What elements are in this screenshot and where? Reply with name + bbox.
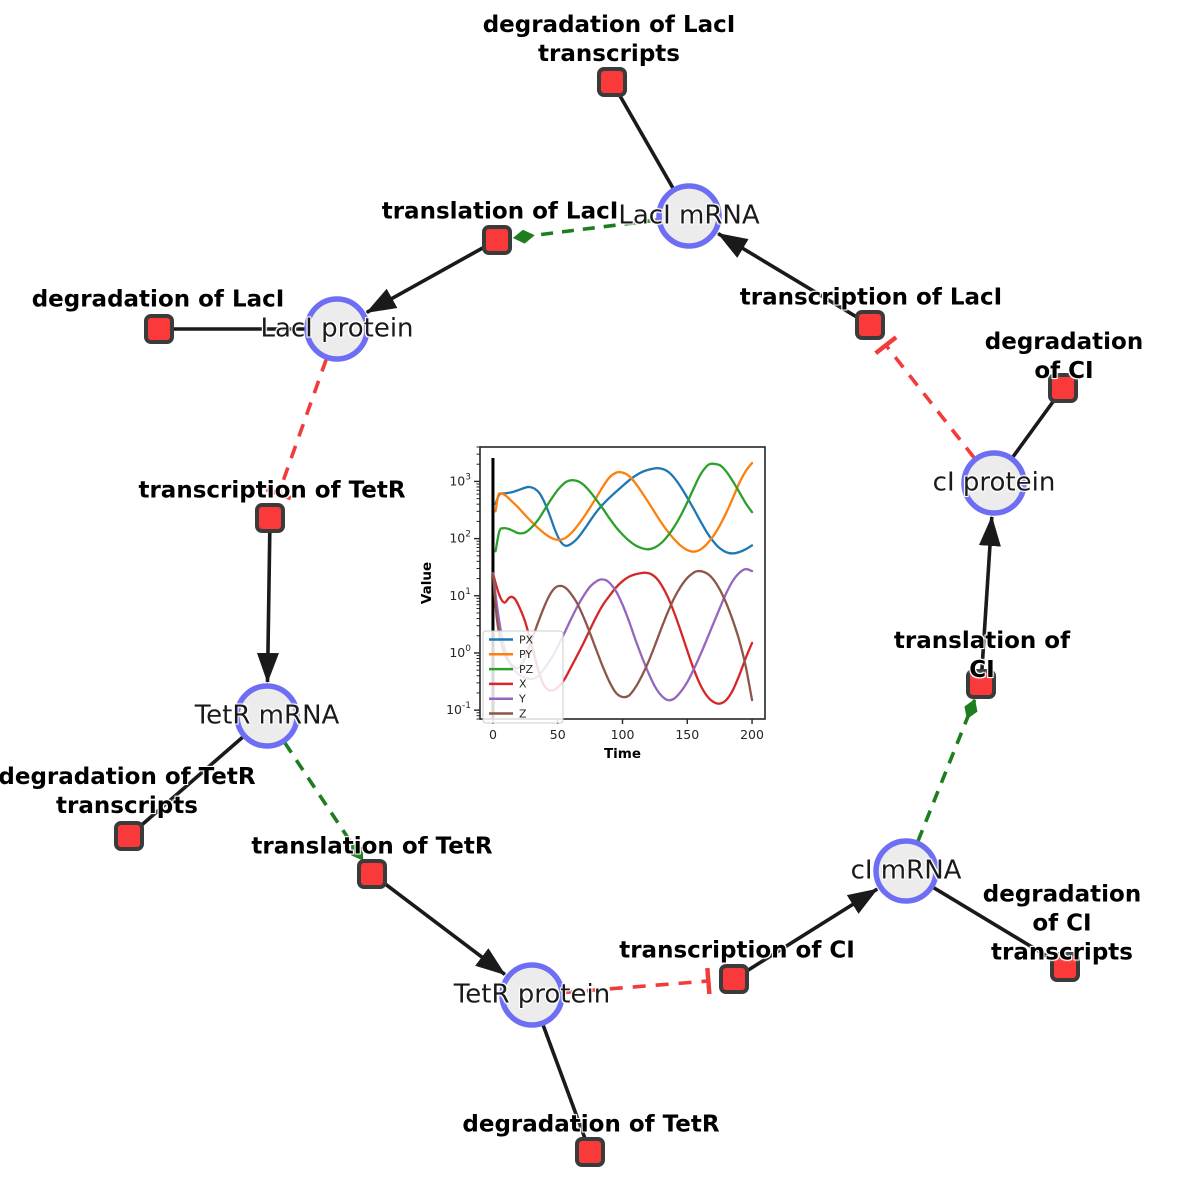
x-tick-label: 200 xyxy=(740,727,764,742)
edge-product-translation_cI-to-cI_protein xyxy=(978,515,1001,685)
legend-label-Z: Z xyxy=(519,707,527,720)
series-line-PZ xyxy=(494,462,754,553)
series-line-PX xyxy=(494,467,754,555)
x-tick-label: 0 xyxy=(489,727,497,742)
x-tick-label: 50 xyxy=(550,727,566,742)
reaction-node-transcription_lacI[interactable] xyxy=(855,310,885,340)
species-node-tetR_protein[interactable] xyxy=(499,962,565,1028)
series-line-X xyxy=(491,571,754,705)
reaction-node-deg_lacI_transcripts[interactable] xyxy=(597,67,627,97)
series-line-PY xyxy=(494,461,754,553)
legend-label-PZ: PZ xyxy=(519,663,534,676)
edge-inhibitor-cI_protein-to-transcription_lacI xyxy=(874,335,976,459)
edge-product-transcription_tetR-to-tetR_mRNA xyxy=(256,517,279,684)
reaction-node-translation_lacI[interactable] xyxy=(482,225,512,255)
reaction-node-translation_cI[interactable] xyxy=(966,669,996,699)
species-node-cI_mRNA[interactable] xyxy=(873,838,939,904)
legend-label-PY: PY xyxy=(519,648,532,661)
edge-modifier-lacI_mRNA-to-translation_lacI xyxy=(512,218,658,244)
reaction-node-transcription_cI[interactable] xyxy=(719,964,749,994)
reaction-node-deg_cI[interactable] xyxy=(1048,373,1078,403)
reaction-node-deg_lacI[interactable] xyxy=(144,314,174,344)
edge-inhibitor-tetR_protein-to-transcription_cI xyxy=(563,967,712,995)
species-node-lacI_protein[interactable] xyxy=(304,296,370,362)
x-tick-label: 150 xyxy=(675,727,699,742)
chart-legend: PX PY PZ XYZ xyxy=(482,630,564,724)
edge-product-translation_tetR-to-tetR_protein xyxy=(370,872,506,976)
reaction-node-deg_tetR[interactable] xyxy=(575,1137,605,1167)
edge-modifier-cI_mRNA-to-translation_cI xyxy=(916,698,978,842)
legend-label-Y: Y xyxy=(518,693,526,706)
edge-product-translation_lacI-to-lacI_protein xyxy=(365,238,498,315)
timeseries-inset-plot: 0 50 100 150 200 10-1 100 101 102 103 Time Value PX P… xyxy=(415,433,787,765)
legend-label-PX: PX xyxy=(519,633,534,646)
species-node-cI_protein[interactable] xyxy=(961,450,1027,516)
edge-modifier-tetR_mRNA-to-translation_tetR xyxy=(283,741,365,861)
edge-inhibitor-lacI_protein-to-transcription_tetR xyxy=(265,358,329,501)
edge-product-transcription_cI-to-cI_mRNA xyxy=(733,887,879,981)
legend-label-X: X xyxy=(519,678,527,691)
edges-layer xyxy=(127,81,1066,1153)
x-tick-label: 100 xyxy=(611,727,635,742)
species-node-lacI_mRNA[interactable] xyxy=(656,183,722,249)
species-node-tetR_mRNA[interactable] xyxy=(234,683,300,749)
reaction-node-transcription_tetR[interactable] xyxy=(255,503,285,533)
reaction-node-deg_tetR_transcripts[interactable] xyxy=(114,821,144,851)
x-axis-label: Time xyxy=(604,746,641,762)
series-curves xyxy=(491,461,754,705)
timeseries-chart: 0 50 100 150 20010-1100101102103TimeValuePXP… xyxy=(415,433,787,765)
edge-product-transcription_lacI-to-lacI_mRNA xyxy=(717,231,871,327)
y-axis-label: Value xyxy=(419,562,435,604)
reaction-node-deg_cI_transcripts[interactable] xyxy=(1050,952,1080,982)
chart-background xyxy=(415,433,787,765)
reaction-node-translation_tetR[interactable] xyxy=(357,859,387,889)
nodes-layer xyxy=(114,67,1080,1167)
